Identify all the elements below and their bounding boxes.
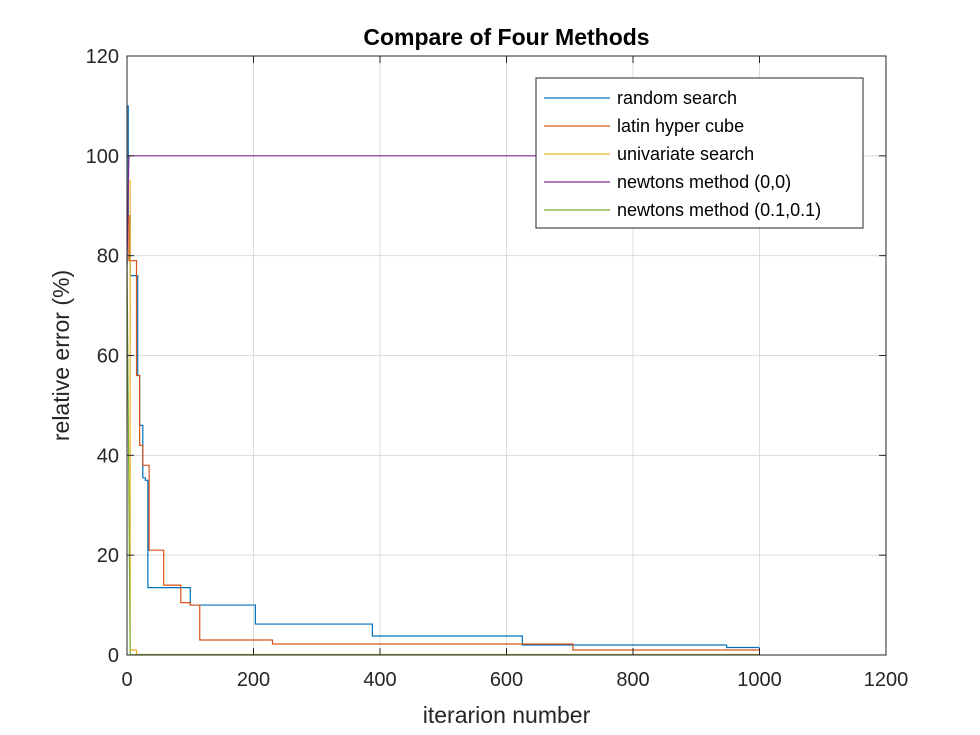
legend-box [535,77,864,229]
x-tick-label-5: 1000 [737,669,782,691]
x-tick-label-4: 800 [616,669,649,691]
y-tick-label-0: 0 [108,645,119,667]
x-tick-label-2: 400 [363,669,396,691]
x-tick-label-3: 600 [490,669,523,691]
y-tick-label-5: 100 [86,146,119,168]
y-tick-label-6: 120 [86,46,119,68]
series-line-0 [127,105,760,649]
legend: random search latin hyper cube univariate … [535,77,864,229]
legend-label-4: newtons method (0.1,0.1) [617,200,821,220]
x-tick-label-1: 200 [237,669,270,691]
y-tick-label-1: 20 [97,545,119,567]
y-tick-labels: 0 20 40 60 80 100 120 [86,46,119,667]
y-tick-label-4: 80 [97,246,119,268]
x-tick-label-0: 0 [121,669,132,691]
legend-label-1: latin hyper cube [617,116,744,136]
x-axis-label: iterarion number [423,702,591,728]
legend-label-2: univariate search [617,144,754,164]
x-tick-labels: 0 200 400 600 800 1000 1200 [121,669,908,691]
tick-marks [126,55,887,656]
y-tick-label-3: 60 [97,346,119,368]
legend-label-0: random search [617,88,737,108]
legend-label-3: newtons method (0,0) [617,172,791,192]
y-axis-label: relative error (%) [48,270,74,441]
chart-title: Compare of Four Methods [363,24,649,50]
series-line-1 [127,215,760,651]
y-tick-label-2: 40 [97,445,119,467]
x-tick-label-6: 1200 [864,669,909,691]
